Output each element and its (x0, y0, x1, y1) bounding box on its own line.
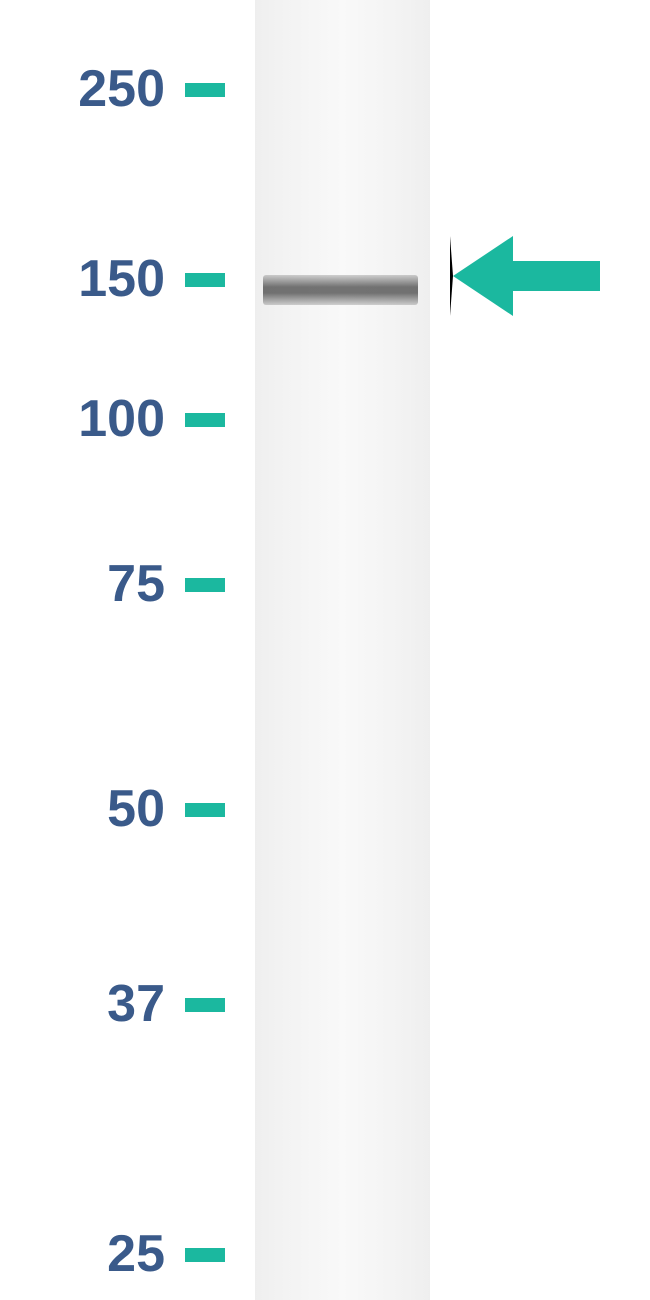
gel-lane (255, 0, 430, 1300)
marker-tick-37 (185, 998, 225, 1012)
marker-label-100: 100 (30, 389, 165, 449)
marker-tick-25 (185, 1248, 225, 1262)
marker-tick-150 (185, 273, 225, 287)
marker-label-25: 25 (30, 1224, 165, 1284)
marker-tick-50 (185, 803, 225, 817)
marker-label-250: 250 (30, 59, 165, 119)
arrow-head-icon (450, 236, 513, 316)
western-blot-image: 250 150 100 75 50 37 25 (0, 0, 650, 1300)
marker-label-50: 50 (30, 779, 165, 839)
marker-label-75: 75 (30, 554, 165, 614)
arrow-shaft (510, 261, 600, 291)
marker-label-150: 150 (30, 249, 165, 309)
marker-tick-250 (185, 83, 225, 97)
marker-tick-75 (185, 578, 225, 592)
protein-band (263, 275, 418, 305)
marker-tick-100 (185, 413, 225, 427)
marker-label-37: 37 (30, 974, 165, 1034)
